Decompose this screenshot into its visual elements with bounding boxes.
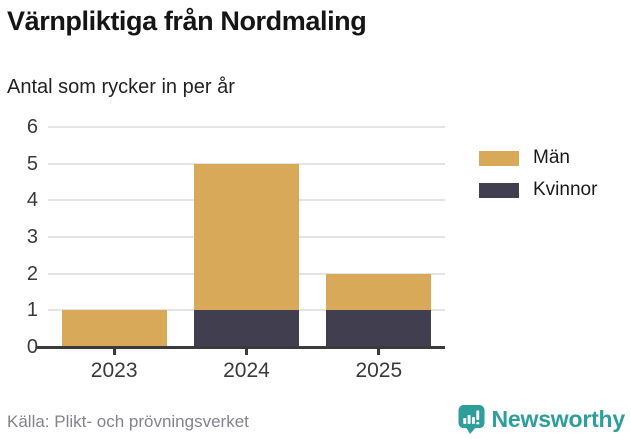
brand-name: Newsworthy <box>491 406 626 432</box>
bar-2025-män <box>326 273 432 311</box>
bar-2024-kvinnor <box>194 310 299 347</box>
bar-2025-kvinnor <box>326 310 432 347</box>
bar-chart-speech-bubble-icon <box>457 405 485 434</box>
source-attribution: Källa: Plikt- och prövningsverket <box>7 412 249 431</box>
legend: Män Kvinnor <box>479 147 597 201</box>
gridline-5 <box>48 162 445 165</box>
x-tick-label-2025: 2025 <box>355 359 403 382</box>
y-tick-label-5: 5 <box>26 152 38 175</box>
bar-2023-män <box>61 310 167 347</box>
brand-logo: Newsworthy <box>457 404 626 435</box>
y-tick-label-2: 2 <box>26 262 38 285</box>
legend-item-män: Män <box>479 147 597 169</box>
y-tick-label-0: 0 <box>26 336 38 358</box>
y-tick-label-3: 3 <box>26 226 38 248</box>
legend-item-kvinnor: Kvinnor <box>479 179 597 201</box>
x-tick-mark-2025 <box>377 349 381 355</box>
legend-label-kvinnor: Kvinnor <box>533 179 598 200</box>
chart-subtitle: Antal som rycker in per år <box>7 76 235 98</box>
y-tick-label-1: 1 <box>26 299 38 322</box>
plot-area: 0 1 2 3 4 5 6 2023 2024 2025 <box>27 116 445 382</box>
x-tick-label-2024: 2024 <box>223 359 270 382</box>
y-tick-label-6: 6 <box>26 116 38 138</box>
x-tick-label-2023: 2023 <box>90 359 138 382</box>
legend-swatch-män <box>479 150 519 166</box>
bar-2024-män <box>194 163 299 311</box>
x-axis-line <box>37 345 445 349</box>
x-tick-mark-2024 <box>245 349 248 355</box>
gridline-6 <box>48 126 445 128</box>
x-tick-mark-2023 <box>112 349 116 355</box>
y-tick-label-4: 4 <box>26 189 38 212</box>
chart-title: Värnpliktiga från Nordmaling <box>7 6 367 36</box>
legend-label-män: Män <box>533 147 570 168</box>
legend-swatch-kvinnor <box>479 182 519 198</box>
